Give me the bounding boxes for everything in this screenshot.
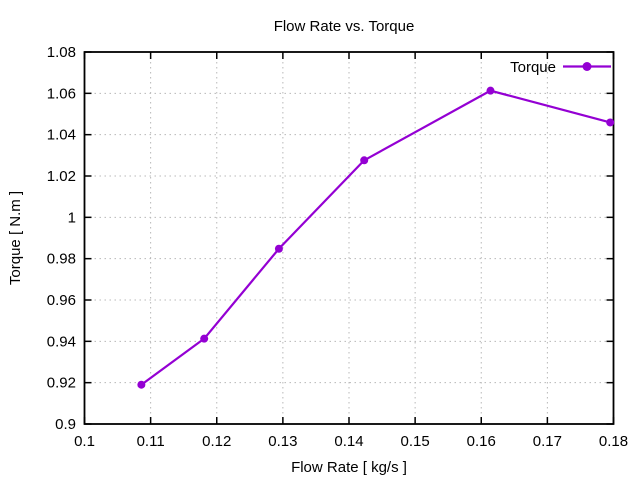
y-tick-label: 1.08 [47, 44, 76, 61]
x-tick-label: 0.18 [599, 433, 628, 450]
axis-tick-labels: 0.1 0.11 0.12 0.13 0.14 0.15 0.16 0.17 0.18 0.9 0.… [47, 44, 628, 450]
data-point-marker [486, 86, 495, 95]
series-line [140, 89, 611, 386]
y-tick-label: 0.9 [55, 416, 76, 433]
data-point-marker [360, 156, 369, 165]
x-tick-label: 0.1 [74, 433, 95, 450]
y-tick-label: 0.94 [47, 333, 76, 350]
x-tick-label: 0.14 [334, 433, 363, 450]
legend-label: Torque [510, 59, 556, 76]
legend-marker-icon [582, 62, 592, 71]
x-tick-label: 0.17 [533, 433, 562, 450]
x-axis-label: Flow Rate [ kg/s ] [291, 459, 407, 476]
x-tick-label: 0.13 [268, 433, 297, 450]
y-tick-label: 1.04 [47, 127, 76, 144]
y-tick-label: 1.02 [47, 168, 76, 185]
chart-title: Flow Rate vs. Torque [274, 18, 415, 35]
x-tick-label: 0.16 [467, 433, 496, 450]
x-tick-label: 0.11 [137, 433, 165, 450]
data-point-marker [606, 118, 615, 127]
plot-border [83, 51, 615, 425]
gridlines [84, 52, 614, 424]
y-tick-label: 0.96 [47, 292, 76, 309]
data-point-marker [200, 334, 209, 343]
legend: Torque [510, 59, 611, 76]
x-tick-label: 0.15 [401, 433, 430, 450]
y-tick-label: 1 [68, 209, 76, 226]
data-point-marker [137, 380, 146, 389]
y-tick-label: 1.06 [47, 85, 76, 102]
y-tick-label: 0.98 [47, 251, 76, 268]
data-series [137, 86, 615, 389]
y-axis-label: Torque [ N.m ] [7, 191, 24, 285]
x-tick-label: 0.12 [202, 433, 231, 450]
y-tick-label: 0.92 [47, 375, 76, 392]
data-point-marker [274, 244, 283, 253]
